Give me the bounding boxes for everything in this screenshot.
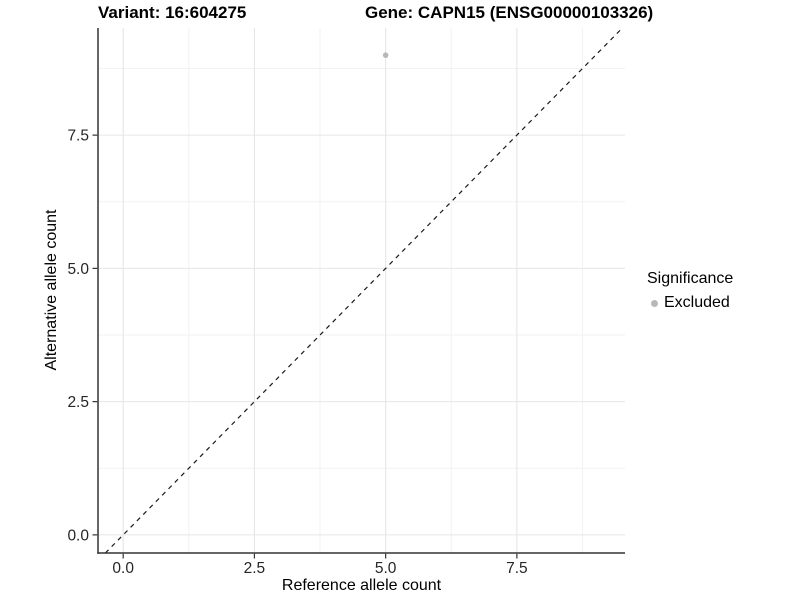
y-tick-label: 5.0 <box>67 261 89 278</box>
legend-item-label: Excluded <box>664 294 730 311</box>
data-point <box>382 52 389 58</box>
plot-title-variant: Variant: 16:604275 <box>98 3 247 22</box>
x-tick-label: 7.5 <box>506 560 528 577</box>
identity-line <box>104 27 623 554</box>
legend-point-icon <box>650 299 658 307</box>
x-tick-label: 0.0 <box>112 560 134 577</box>
legend-item-excluded: Excluded <box>645 292 733 314</box>
legend: Significance Excluded <box>645 268 733 314</box>
y-tick-label: 2.5 <box>67 394 89 411</box>
x-tick-label: 2.5 <box>244 560 266 577</box>
legend-title: Significance <box>647 270 734 287</box>
y-tick-label: 0.0 <box>67 527 89 544</box>
x-tick-label: 5.0 <box>375 560 397 577</box>
x-axis-title: Reference allele count <box>281 577 442 594</box>
y-axis-title: Alternative allele count <box>43 209 60 371</box>
plot-title-gene: Gene: CAPN15 (ENSG00000103326) <box>365 3 654 22</box>
y-tick-label: 7.5 <box>67 128 89 145</box>
legend-key <box>645 299 663 307</box>
